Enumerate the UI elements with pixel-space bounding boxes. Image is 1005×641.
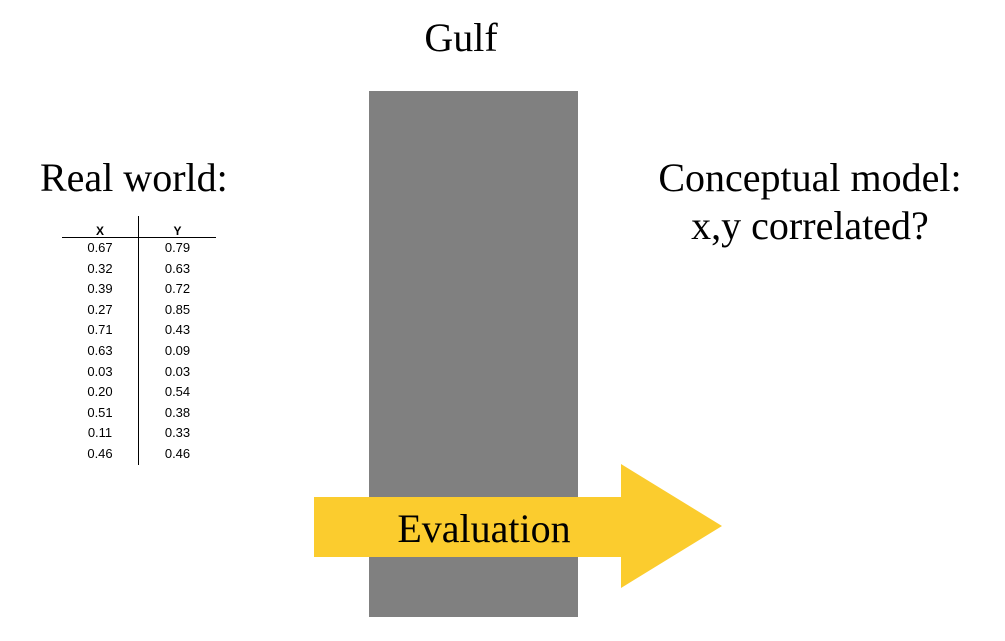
cell-x: 0.27	[87, 301, 113, 317]
cell-x: 0.71	[87, 322, 113, 338]
table-row: 0.46 0.46	[62, 443, 216, 465]
cell-y: 0.03	[138, 361, 216, 383]
cell-x: 0.11	[87, 425, 113, 441]
table-row: 0.03 0.03	[62, 361, 216, 383]
conceptual-model-line-1: Conceptual model:	[658, 155, 962, 200]
conceptual-model-line-2: x,y correlated?	[691, 203, 929, 248]
evaluation-label: Evaluation	[397, 506, 571, 551]
cell-x: 0.03	[87, 363, 113, 379]
cell-y: 0.38	[138, 402, 216, 424]
table-row: 0.27 0.85	[62, 299, 216, 321]
cell-x: 0.32	[87, 260, 113, 276]
cell-x: 0.46	[87, 445, 113, 461]
cell-y: 0.43	[138, 320, 216, 341]
table-body: 0.67 0.79 0.32 0.63 0.39 0.72 0.27 0.85 0.71 0.43…	[62, 238, 216, 465]
cell-x: 0.39	[87, 281, 113, 297]
cell-y: 0.09	[138, 340, 216, 362]
table-row: 0.32 0.63	[62, 258, 216, 280]
table-row: 0.39 0.72	[62, 279, 216, 300]
gulf-title: Gulf	[424, 15, 498, 60]
cell-y: 0.79	[138, 238, 216, 259]
column-header-x: X	[95, 224, 104, 238]
cell-y: 0.85	[138, 299, 216, 321]
table-header: X Y	[62, 216, 216, 238]
cell-y: 0.54	[138, 382, 216, 403]
cell-x: 0.20	[87, 384, 113, 400]
table-row: 0.20 0.54	[62, 382, 216, 403]
data-table: X Y 0.67 0.79 0.32 0.63 0.39 0.72 0.27 0.85 0.71…	[62, 216, 216, 465]
cell-y: 0.63	[138, 258, 216, 280]
real-world-label: Real world:	[40, 155, 228, 200]
cell-y: 0.72	[138, 279, 216, 300]
cell-y: 0.46	[138, 443, 216, 465]
evaluation-arrow-shape	[314, 464, 722, 588]
column-header-y: Y	[138, 216, 216, 238]
table-row: 0.71 0.43	[62, 320, 216, 341]
table-row: 0.51 0.38	[62, 402, 216, 424]
table-row: 0.11 0.33	[62, 423, 216, 444]
cell-y: 0.33	[138, 423, 216, 444]
table-row: 0.63 0.09	[62, 340, 216, 362]
table-row: 0.67 0.79	[62, 238, 216, 259]
cell-x: 0.51	[87, 404, 113, 420]
conceptual-model-label: Conceptual model: x,y correlated?	[625, 154, 995, 250]
cell-x: 0.67	[87, 240, 113, 255]
cell-x: 0.63	[87, 342, 113, 358]
